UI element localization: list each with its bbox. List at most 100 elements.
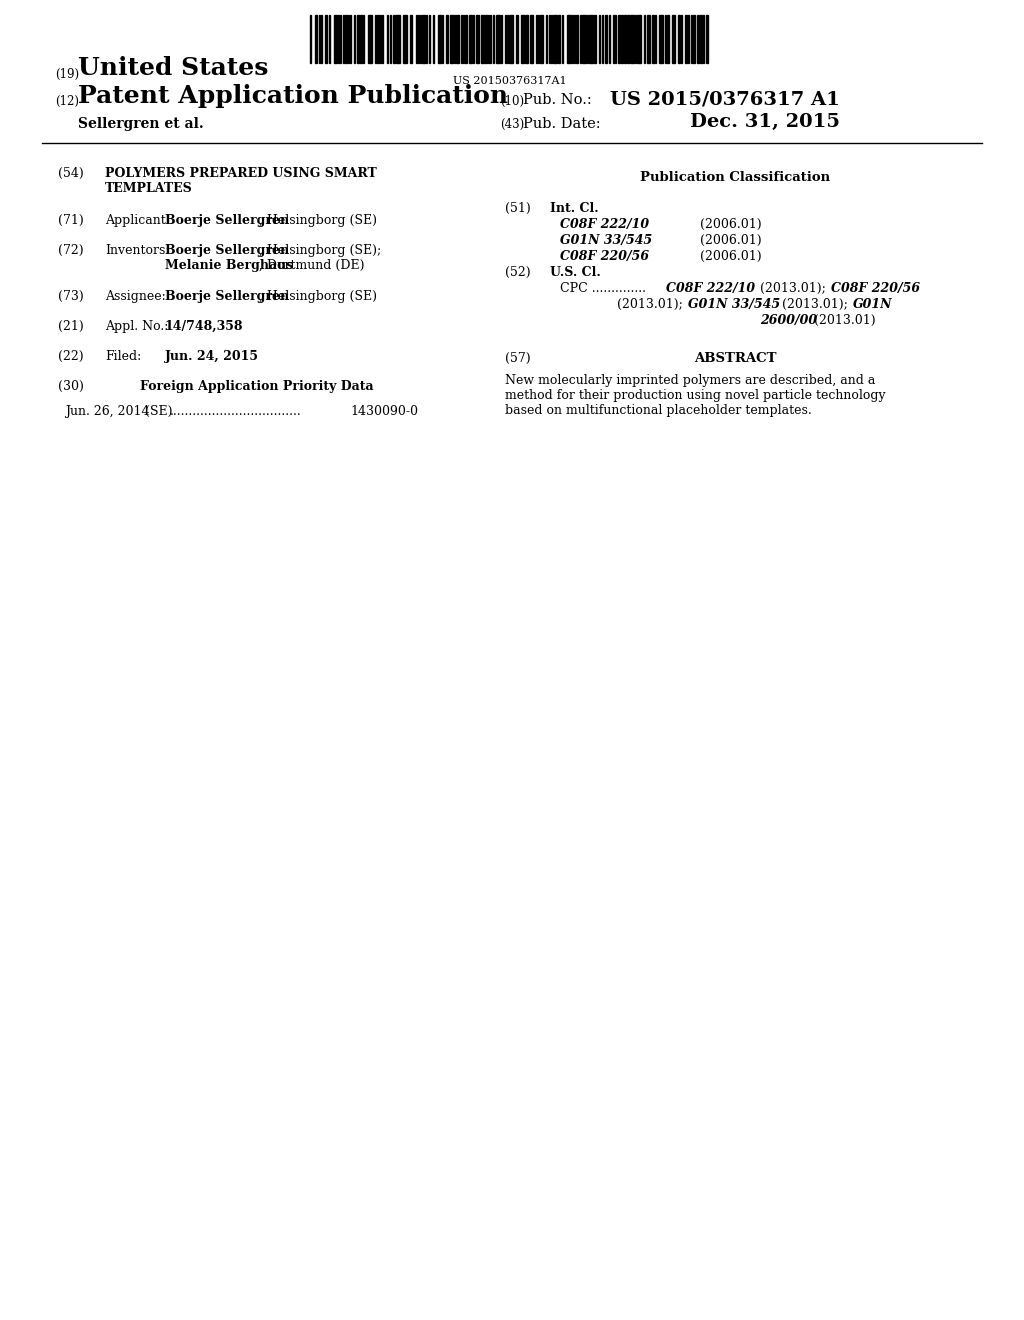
Text: Publication Classification: Publication Classification — [640, 172, 830, 183]
Text: , Helsingborg (SE): , Helsingborg (SE) — [259, 214, 377, 227]
Text: Assignee:: Assignee: — [105, 290, 166, 304]
Text: (19): (19) — [55, 69, 79, 81]
Bar — [647, 15, 650, 63]
Text: (73): (73) — [58, 290, 84, 304]
Bar — [403, 15, 407, 63]
Bar — [700, 15, 702, 63]
Text: C08F 220/56: C08F 220/56 — [831, 282, 921, 294]
Text: G01N 33/545: G01N 33/545 — [688, 298, 780, 312]
Bar — [621, 15, 623, 63]
Text: C08F 222/10: C08F 222/10 — [560, 218, 649, 231]
Text: (2006.01): (2006.01) — [700, 218, 762, 231]
Bar — [678, 15, 680, 63]
Text: TEMPLATES: TEMPLATES — [105, 182, 193, 195]
Bar — [706, 15, 708, 63]
Text: based on multifunctional placeholder templates.: based on multifunctional placeholder tem… — [505, 404, 812, 417]
Text: 14/748,358: 14/748,358 — [165, 319, 244, 333]
Bar — [624, 15, 626, 63]
Bar — [558, 15, 560, 63]
Text: method for their production using novel particle technology: method for their production using novel … — [505, 389, 886, 403]
Bar — [637, 15, 641, 63]
Bar — [377, 15, 379, 63]
Bar — [345, 15, 347, 63]
Text: Pub. No.:: Pub. No.: — [523, 92, 592, 107]
Text: CPC ..............: CPC .............. — [560, 282, 646, 294]
Bar — [697, 15, 699, 63]
Text: Boerje Sellergren: Boerje Sellergren — [165, 244, 289, 257]
Text: 2600/00: 2600/00 — [760, 314, 817, 327]
Text: (52): (52) — [505, 267, 530, 279]
Text: New molecularly imprinted polymers are described, and a: New molecularly imprinted polymers are d… — [505, 374, 876, 387]
Bar — [605, 15, 607, 63]
Bar — [530, 15, 534, 63]
Bar — [446, 15, 449, 63]
Text: United States: United States — [78, 55, 268, 81]
Text: U.S. Cl.: U.S. Cl. — [550, 267, 601, 279]
Text: (12): (12) — [55, 95, 79, 108]
Text: Jun. 24, 2015: Jun. 24, 2015 — [165, 350, 259, 363]
Text: Patent Application Publication: Patent Application Publication — [78, 84, 508, 108]
Text: (2006.01): (2006.01) — [700, 234, 762, 247]
Bar — [594, 15, 596, 63]
Text: (2013.01);: (2013.01); — [760, 282, 826, 294]
Bar — [368, 15, 372, 63]
Bar — [360, 15, 362, 63]
Bar — [465, 15, 467, 63]
Bar — [672, 15, 675, 63]
Text: G01N 33/545: G01N 33/545 — [560, 234, 652, 247]
Bar — [481, 15, 484, 63]
Text: Filed:: Filed: — [105, 350, 141, 363]
Text: Boerje Sellergren: Boerje Sellergren — [165, 214, 289, 227]
Text: Appl. No.:: Appl. No.: — [105, 319, 168, 333]
Text: (71): (71) — [58, 214, 84, 227]
Bar — [476, 15, 479, 63]
Bar — [357, 15, 359, 63]
Text: C08F 222/10: C08F 222/10 — [666, 282, 755, 294]
Bar — [393, 15, 395, 63]
Bar — [627, 15, 629, 63]
Bar — [582, 15, 586, 63]
Text: (30): (30) — [58, 380, 84, 393]
Text: , Helsingborg (SE);: , Helsingborg (SE); — [259, 244, 381, 257]
Bar — [410, 15, 412, 63]
Bar — [516, 15, 518, 63]
Bar — [469, 15, 472, 63]
Bar — [540, 15, 543, 63]
Text: (21): (21) — [58, 319, 84, 333]
Text: (SE): (SE) — [145, 405, 172, 418]
Bar — [496, 15, 500, 63]
Text: ABSTRACT: ABSTRACT — [693, 352, 776, 366]
Bar — [659, 15, 663, 63]
Bar — [396, 15, 400, 63]
Bar — [589, 15, 593, 63]
Text: Jun. 26, 2014: Jun. 26, 2014 — [65, 405, 150, 418]
Bar — [652, 15, 654, 63]
Text: C08F 220/56: C08F 220/56 — [560, 249, 649, 263]
Text: Sellergren et al.: Sellergren et al. — [78, 117, 204, 131]
Text: (22): (22) — [58, 350, 84, 363]
Bar — [334, 15, 337, 63]
Text: Dec. 31, 2015: Dec. 31, 2015 — [690, 114, 840, 131]
Bar — [422, 15, 425, 63]
Text: Pub. Date:: Pub. Date: — [523, 117, 601, 131]
Text: (2013.01);: (2013.01); — [617, 298, 683, 312]
Bar — [525, 15, 528, 63]
Bar — [521, 15, 524, 63]
Text: Inventors:: Inventors: — [105, 244, 170, 257]
Text: US 20150376317A1: US 20150376317A1 — [454, 77, 567, 86]
Text: Foreign Application Priority Data: Foreign Application Priority Data — [140, 380, 374, 393]
Text: (2013.01);: (2013.01); — [782, 298, 848, 312]
Text: Melanie Berghaus: Melanie Berghaus — [165, 259, 293, 272]
Text: (10): (10) — [500, 95, 524, 108]
Bar — [509, 15, 513, 63]
Text: ..................................: .................................. — [170, 405, 302, 418]
Text: (2013.01): (2013.01) — [814, 314, 876, 327]
Text: G01N: G01N — [853, 298, 893, 312]
Bar — [315, 15, 317, 63]
Text: US 2015/0376317 A1: US 2015/0376317 A1 — [610, 90, 840, 108]
Bar — [575, 15, 578, 63]
Text: (51): (51) — [505, 202, 530, 215]
Text: (54): (54) — [58, 168, 84, 180]
Bar — [456, 15, 459, 63]
Bar — [630, 15, 634, 63]
